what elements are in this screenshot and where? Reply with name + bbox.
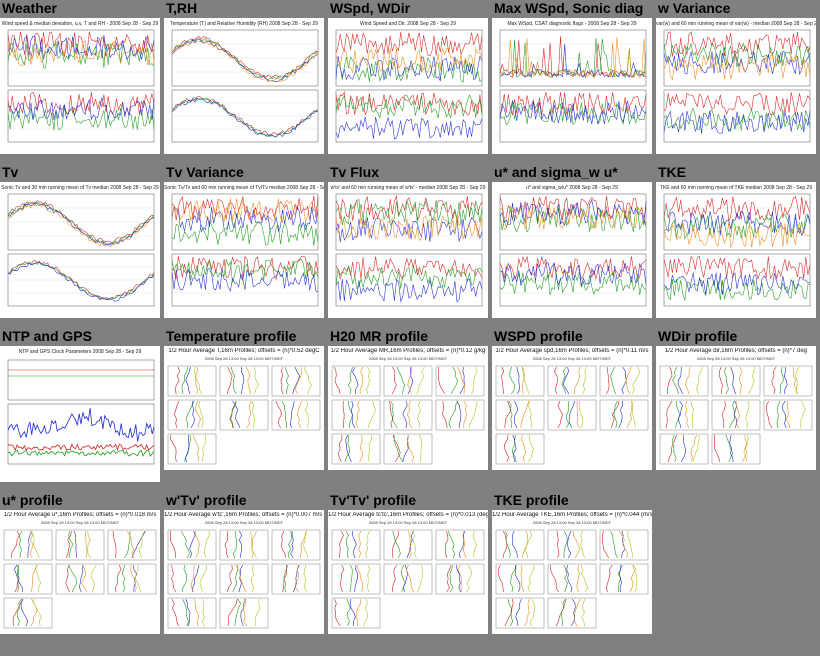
plot-thumbnail-max-wspd[interactable]: Max WSpd, CSAT diagnostic flags - 2008 S… [492,18,652,154]
plot-caption: Wind speed & median deviation, u,v, T an… [1,21,159,27]
plot-image [331,529,485,629]
profile-header: 1/2 Hour Average dir,16m Profiles; offse… [664,348,808,354]
plot-thumbnail-wtv-profile[interactable]: 1/2 Hour Average w'tc',16m Profiles; off… [164,510,324,634]
profile-subtitle: 2008 Sep 28 13:00 Sep 28 13:00 MDT/MDT [696,356,776,361]
plot-image [499,29,647,143]
plot-thumbnail-w-variance[interactable]: var(w) and 60 min running mean of var(w)… [656,18,816,154]
profile-header: 1/2 Hour Average T,16m Profiles; offsets… [168,348,320,354]
profile-header: 1/2 Hour Average u*,16m Profiles; offset… [3,512,157,518]
thumbnail-title-w-variance: w Variance [658,0,731,16]
plot-thumbnail-wspd-profile[interactable]: 1/2 Hour Average spd,16m Profiles; offse… [492,346,652,470]
plot-thumbnail-tv-variance[interactable]: Sonic Tv/Tv and 60 min running mean of T… [164,182,324,318]
plot-caption: Temperature (T) and Relative Humidity (R… [170,21,318,27]
profile-header: 1/2 Hour Average tc'tc',16m Profiles; of… [328,512,488,518]
profile-subtitle: 2008 Sep 28 13:00 Sep 28 13:00 MDT/MDT [532,356,612,361]
profile-header: 1/2 Hour Average MR,16m Profiles; offset… [330,348,486,354]
plot-image [331,365,485,465]
plot-thumbnail-wspd-wdir[interactable]: Wind Speed and Dir. 2008 Sep 28 - Sep 29 [328,18,488,154]
thumbnail-title-tke: TKE [658,164,686,180]
thumbnail-title-wtv-profile: w'Tv' profile [166,492,247,508]
plot-thumbnail-tv[interactable]: Sonic Tv and 30 min running mean of Tv m… [0,182,160,318]
plot-image [7,193,155,307]
profile-subtitle: 2008 Sep 28 13:00 Sep 28 13:00 MDT/MDT [368,520,448,525]
thumbnail-title-tv-flux: Tv Flux [330,164,380,180]
thumbnail-title-tvtv-profile: Tv'Tv' profile [330,492,417,508]
plot-image [167,365,321,465]
thumbnail-title-wspd-wdir: WSpd, WDir [330,0,411,16]
plot-image [499,193,647,307]
plot-image [335,29,483,143]
plot-image [335,193,483,307]
plot-thumbnail-tke-profile[interactable]: 1/2 Hour Average TKE,16m Profiles; offse… [492,510,652,634]
plot-caption: var(w) and 60 min running mean of var(w)… [656,21,816,27]
plot-caption: Wind Speed and Dir. 2008 Sep 28 - Sep 29 [360,21,456,27]
plot-image [3,529,157,629]
plot-thumbnail-tke[interactable]: TKE and 60 min running mean of TKE media… [656,182,816,318]
profile-subtitle: 2008 Sep 28 13:00 Sep 28 13:00 MDT/MDT [204,520,284,525]
plot-thumbnail-ustar-profile[interactable]: 1/2 Hour Average u*,16m Profiles; offset… [0,510,160,634]
thumbnail-title-ntp-gps: NTP and GPS [2,328,92,344]
plot-image [7,359,155,465]
plot-thumbnail-temp-profile[interactable]: 1/2 Hour Average T,16m Profiles; offsets… [164,346,324,470]
plot-caption: NTP and GPS Clock Parameters 2008 Sep 28… [18,349,142,355]
plot-caption: TKE and 60 min running mean of TKE media… [659,185,813,191]
plot-caption: Max WSpd, CSAT diagnostic flags - 2008 S… [507,21,637,27]
plot-thumbnail-trh[interactable]: Temperature (T) and Relative Humidity (R… [164,18,324,154]
plot-caption: w'tv' and 60 min running mean of w'tv' -… [330,185,486,191]
plot-image [7,29,155,143]
plot-thumbnail-weather[interactable]: Wind speed & median deviation, u,v, T an… [0,18,160,154]
profile-header: 1/2 Hour Average TKE,16m Profiles; offse… [492,512,652,518]
thumbnail-title-max-wspd: Max WSpd, Sonic diag [494,0,644,16]
profile-subtitle: 2008 Sep 28 13:00 Sep 28 13:00 MDT/MDT [40,520,120,525]
profile-subtitle: 2008 Sep 28 13:00 Sep 28 13:00 MDT/MDT [368,356,448,361]
plot-thumbnail-ustar-sigma[interactable]: u* and sigma_w/u* 2008 Sep 28 - Sep 29 [492,182,652,318]
plot-image [171,193,319,307]
plot-caption: Sonic Tv/Tv and 60 min running mean of T… [164,185,324,191]
plot-thumbnail-wdir-profile[interactable]: 1/2 Hour Average dir,16m Profiles; offse… [656,346,816,470]
thumbnail-title-h2o-profile: H20 MR profile [330,328,429,344]
profile-subtitle: 2008 Sep 28 13:00 Sep 28 13:00 MDT/MDT [204,356,284,361]
plot-caption: Sonic Tv and 30 min running mean of Tv m… [1,185,159,191]
profile-header: 1/2 Hour Average w'tc',16m Profiles; off… [164,512,324,518]
plot-thumbnail-tvtv-profile[interactable]: 1/2 Hour Average tc'tc',16m Profiles; of… [328,510,488,634]
plot-thumbnail-h2o-profile[interactable]: 1/2 Hour Average MR,16m Profiles; offset… [328,346,488,470]
plot-image [171,29,319,143]
plot-image [495,529,649,629]
plot-image [663,29,811,143]
thumbnail-title-wspd-profile: WSPD profile [494,328,583,344]
plot-image [659,365,813,465]
plot-image [167,529,321,629]
thumbnail-title-weather: Weather [2,0,57,16]
thumbnail-title-temp-profile: Temperature profile [166,328,297,344]
thumbnail-title-wdir-profile: WDir profile [658,328,738,344]
thumbnail-title-trh: T,RH [166,0,198,16]
profile-header: 1/2 Hour Average spd,16m Profiles; offse… [495,348,649,354]
profile-subtitle: 2008 Sep 28 13:00 Sep 28 13:00 MDT/MDT [532,520,612,525]
thumbnail-title-ustar-profile: u* profile [2,492,63,508]
plot-thumbnail-tv-flux[interactable]: w'tv' and 60 min running mean of w'tv' -… [328,182,488,318]
plot-thumbnail-ntp-gps[interactable]: NTP and GPS Clock Parameters 2008 Sep 28… [0,346,160,482]
thumbnail-title-tke-profile: TKE profile [494,492,569,508]
thumbnail-title-tv-variance: Tv Variance [166,164,244,180]
thumbnail-title-tv: Tv [2,164,19,180]
plot-image [663,193,811,307]
thumbnail-title-ustar-sigma: u* and sigma_w u* [494,164,618,180]
plot-caption: u* and sigma_w/u* 2008 Sep 28 - Sep 29 [526,185,618,191]
plot-image [495,365,649,465]
